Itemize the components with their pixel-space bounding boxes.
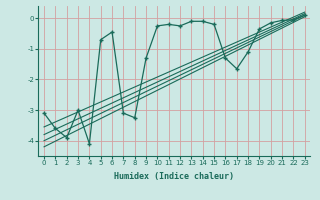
X-axis label: Humidex (Indice chaleur): Humidex (Indice chaleur) [115, 172, 234, 181]
